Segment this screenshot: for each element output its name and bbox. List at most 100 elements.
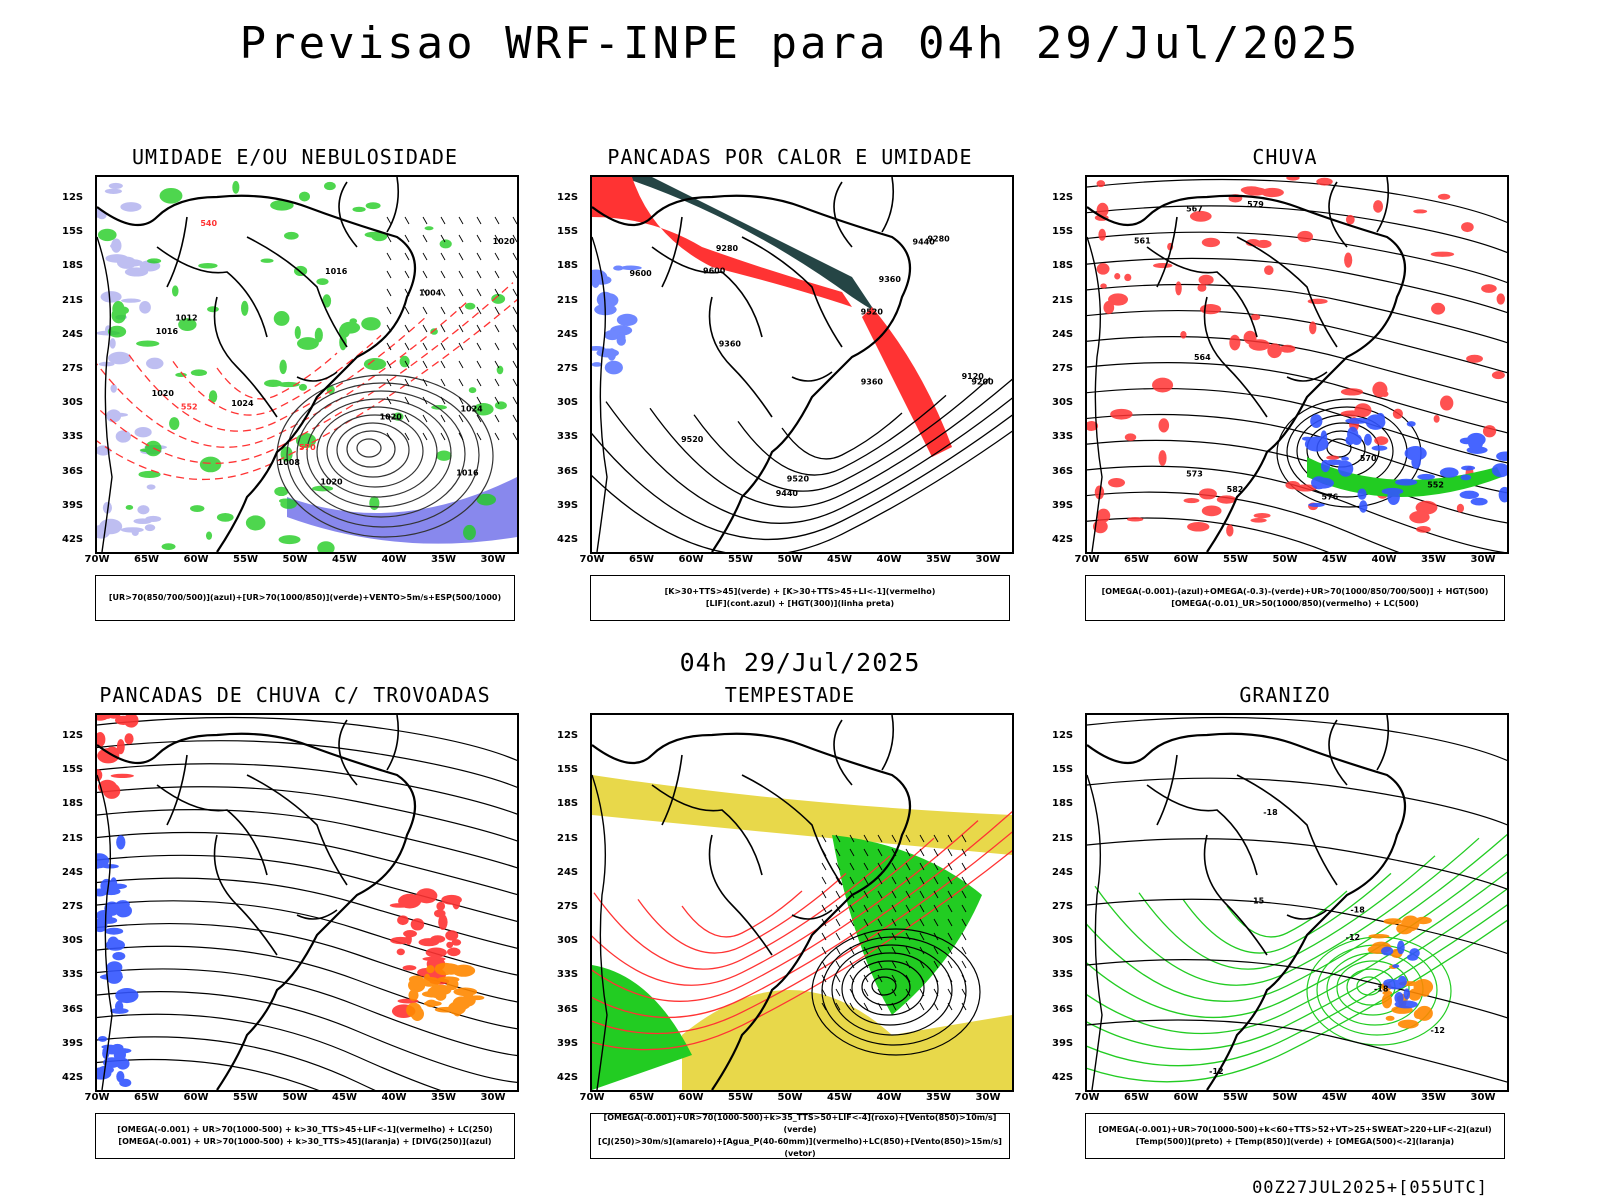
contour-label: 9520 [787, 475, 810, 484]
contour-label: 1024 [231, 399, 254, 408]
longitude-tick-label: 40W [876, 1092, 902, 1103]
contour-label: 9360 [861, 377, 884, 386]
longitude-tick-label: 65W [134, 1092, 159, 1103]
legend-line: [CJ(250)>30m/s](amarelo)+[Agua_P(40-60mm… [598, 1137, 1002, 1158]
weather-map: 1016 1020 1024 1020 1012 1008 1004 1016 1020 1024… [95, 175, 519, 554]
longitude-tick-label: 40W [876, 554, 902, 565]
latitude-tick-label: 27S [557, 363, 579, 374]
latitude-tick-label: 36S [1052, 465, 1074, 477]
panel-title: GRANIZO [1239, 683, 1331, 707]
latitude-tick-label: 24S [557, 866, 579, 878]
contour-label: -18 [1263, 808, 1278, 817]
longitude-tick-label: 40W [381, 1092, 407, 1103]
forecast-panel: TEMPESTADE 12S 15S 18S 21S 24S 27S 30S 33S 36S 39S… [545, 683, 1035, 1163]
contour-label: 1004 [419, 288, 442, 297]
contour-label: 9520 [861, 308, 884, 317]
coastline-borders [97, 715, 417, 1090]
latitude-tick-label: 42S [62, 534, 84, 545]
longitude-tick-label: 70W [579, 554, 605, 565]
heat-storm-area-south [862, 307, 952, 457]
forecast-panel: PANCADAS DE CHUVA C/ TROVOADAS 12S 15S 18S 2… [50, 683, 540, 1163]
longitude-tick-label: 45W [332, 554, 357, 565]
latitude-tick-label: 36S [1052, 1003, 1074, 1015]
longitude-tick-label: 40W [381, 554, 407, 565]
latitude-tick-label: 21S [557, 294, 579, 306]
latitude-tick-label: 30S [1052, 397, 1074, 409]
latitude-tick-label: 33S [1052, 969, 1074, 981]
latitude-tick-label: 24S [62, 866, 84, 878]
longitude-tick-label: 50W [777, 554, 803, 565]
longitude-tick-label: 55W [728, 554, 753, 565]
latitude-tick-label: 27S [557, 901, 579, 912]
latitude-tick-label: 21S [62, 294, 84, 306]
latitude-tick-label: 33S [62, 969, 84, 981]
longitude-tick-label: 45W [1322, 1092, 1347, 1103]
coastline-borders [592, 715, 912, 1090]
longitude-tick-label: 65W [629, 554, 654, 565]
jet-stream-yellow-south [682, 990, 1012, 1090]
contour-label: 9360 [879, 275, 902, 284]
longitude-tick-label: 70W [1074, 554, 1100, 565]
longitude-tick-label: 30W [480, 1092, 506, 1103]
coastline-borders [1087, 715, 1407, 1090]
contour-label: 9280 [716, 244, 739, 253]
panel-title: PANCADAS POR CALOR E UMIDADE [607, 145, 973, 169]
latitude-tick-label: 30S [62, 935, 84, 947]
latitude-tick-label: 42S [1052, 534, 1074, 545]
panel-legend: [OMEGA(-0.001)+UR>70(1000-500)+k<60+TTS>… [1085, 1113, 1505, 1159]
contour-label: -12 [1431, 1026, 1445, 1035]
omega-500-orange [1367, 915, 1434, 1029]
forecast-panel: GRANIZO 12S 15S 18S 21S 24S 27S 30S 33S 36S 39S 42S… [1040, 683, 1530, 1163]
contour-lines [592, 377, 1012, 552]
contour-label: -12 [1346, 933, 1360, 942]
wind-vectors [386, 216, 517, 441]
longitude-tick-label: 30W [1470, 554, 1496, 565]
contour-label: 582 [1227, 485, 1244, 494]
latitude-tick-label: 39S [557, 1037, 579, 1049]
longitude-tick-label: 45W [827, 554, 852, 565]
contour-label: -15 [1250, 896, 1265, 905]
weather-map [590, 713, 1014, 1092]
legend-line: [OMEGA(-0.001)-(azul)+OMEGA(-0.3)-(verde… [1101, 587, 1489, 596]
contour-label: 540 [200, 219, 217, 228]
latitude-tick-label: 27S [1052, 901, 1074, 912]
legend-line: [OMEGA(-0.001)+UR>70(1000-500)+k>35_TTS>… [603, 1113, 997, 1134]
latitude-tick-label: 36S [557, 465, 579, 477]
longitude-tick-label: 50W [282, 554, 308, 565]
longitude-tick-label: 30W [480, 554, 506, 565]
panel-title: TEMPESTADE [724, 683, 856, 707]
latitude-tick-label: 18S [62, 798, 84, 810]
contour-label: 9600 [703, 266, 726, 275]
latitude-tick-label: 12S [62, 192, 84, 203]
latitude-tick-label: 30S [557, 935, 579, 947]
contour-label: 576 [1322, 492, 1339, 501]
longitude-tick-label: 50W [1272, 554, 1298, 565]
latitude-tick-label: 30S [62, 397, 84, 409]
forecast-panel: UMIDADE E/OU NEBULOSIDADE 12S 15S 18S 21S 24S… [50, 145, 540, 625]
longitude-tick-label: 55W [1223, 1092, 1248, 1103]
legend-line: [OMEGA(-0.001) + UR>70(1000-500) + k>30_… [117, 1125, 493, 1134]
longitude-tick-label: 70W [579, 1092, 605, 1103]
latitude-tick-label: 39S [1052, 1037, 1074, 1049]
weather-map: 582 576 573 570 567 561 564 552 579 [1085, 175, 1509, 554]
latitude-tick-label: 15S [1052, 226, 1074, 238]
latitude-tick-label: 12S [557, 192, 579, 203]
latitude-tick-label: 39S [1052, 499, 1074, 511]
footer-run-info: 00Z27JUL2025+[055UTC] [1252, 1178, 1488, 1198]
contour-label: 1008 [278, 458, 301, 467]
latitude-tick-label: 42S [1052, 1072, 1074, 1083]
longitude-tick-label: 55W [728, 1092, 753, 1103]
legend-line: [Temp(500)](preto) + [Temp(850)](verde) … [1135, 1137, 1455, 1146]
contour-label: 1016 [456, 469, 479, 478]
forecast-panel: PANCADAS POR CALOR E UMIDADE 12S 15S 18S 21S… [545, 145, 1035, 625]
contour-lines [592, 811, 1012, 1051]
cyclone-spiral [276, 374, 494, 538]
longitude-tick-label: 55W [233, 554, 258, 565]
longitude-tick-label: 50W [1272, 1092, 1298, 1103]
latitude-tick-label: 33S [1052, 431, 1074, 443]
longitude-tick-label: 70W [1074, 1092, 1100, 1103]
legend-line: [OMEGA(-0.001) + UR>70(1000-500) + k>30_… [118, 1137, 492, 1146]
weather-map: -12 -12 -18 -15 -18 -18 -12 [1085, 713, 1509, 1092]
panel-legend: [OMEGA(-0.001)+UR>70(1000-500)+k>35_TTS>… [590, 1113, 1010, 1159]
lif-contours [592, 265, 642, 375]
